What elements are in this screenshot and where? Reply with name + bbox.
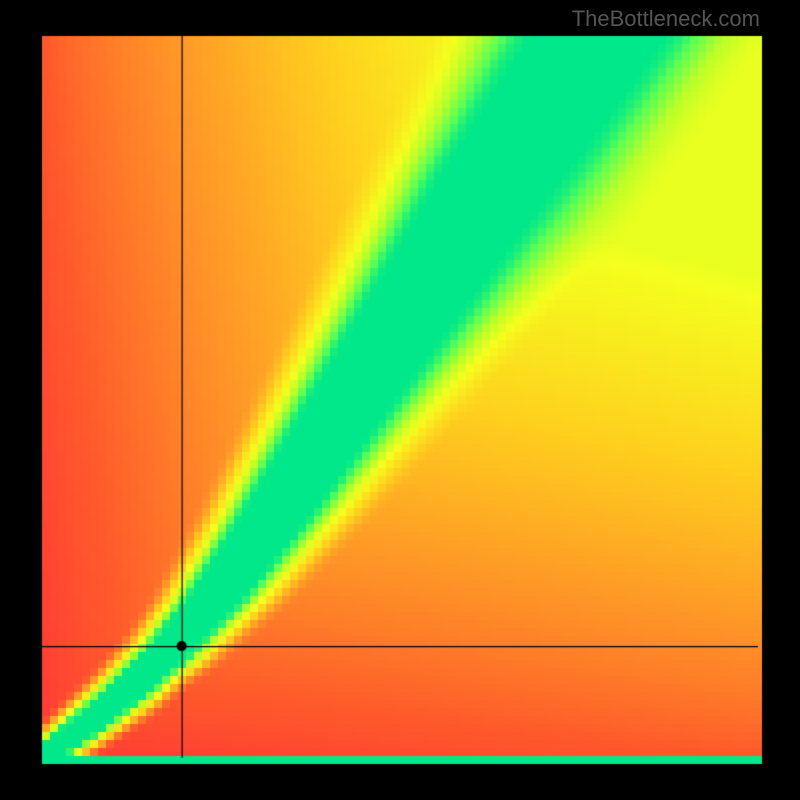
heatmap-plot xyxy=(0,0,800,800)
chart-container: TheBottleneck.com xyxy=(0,0,800,800)
watermark-text: TheBottleneck.com xyxy=(572,6,760,32)
